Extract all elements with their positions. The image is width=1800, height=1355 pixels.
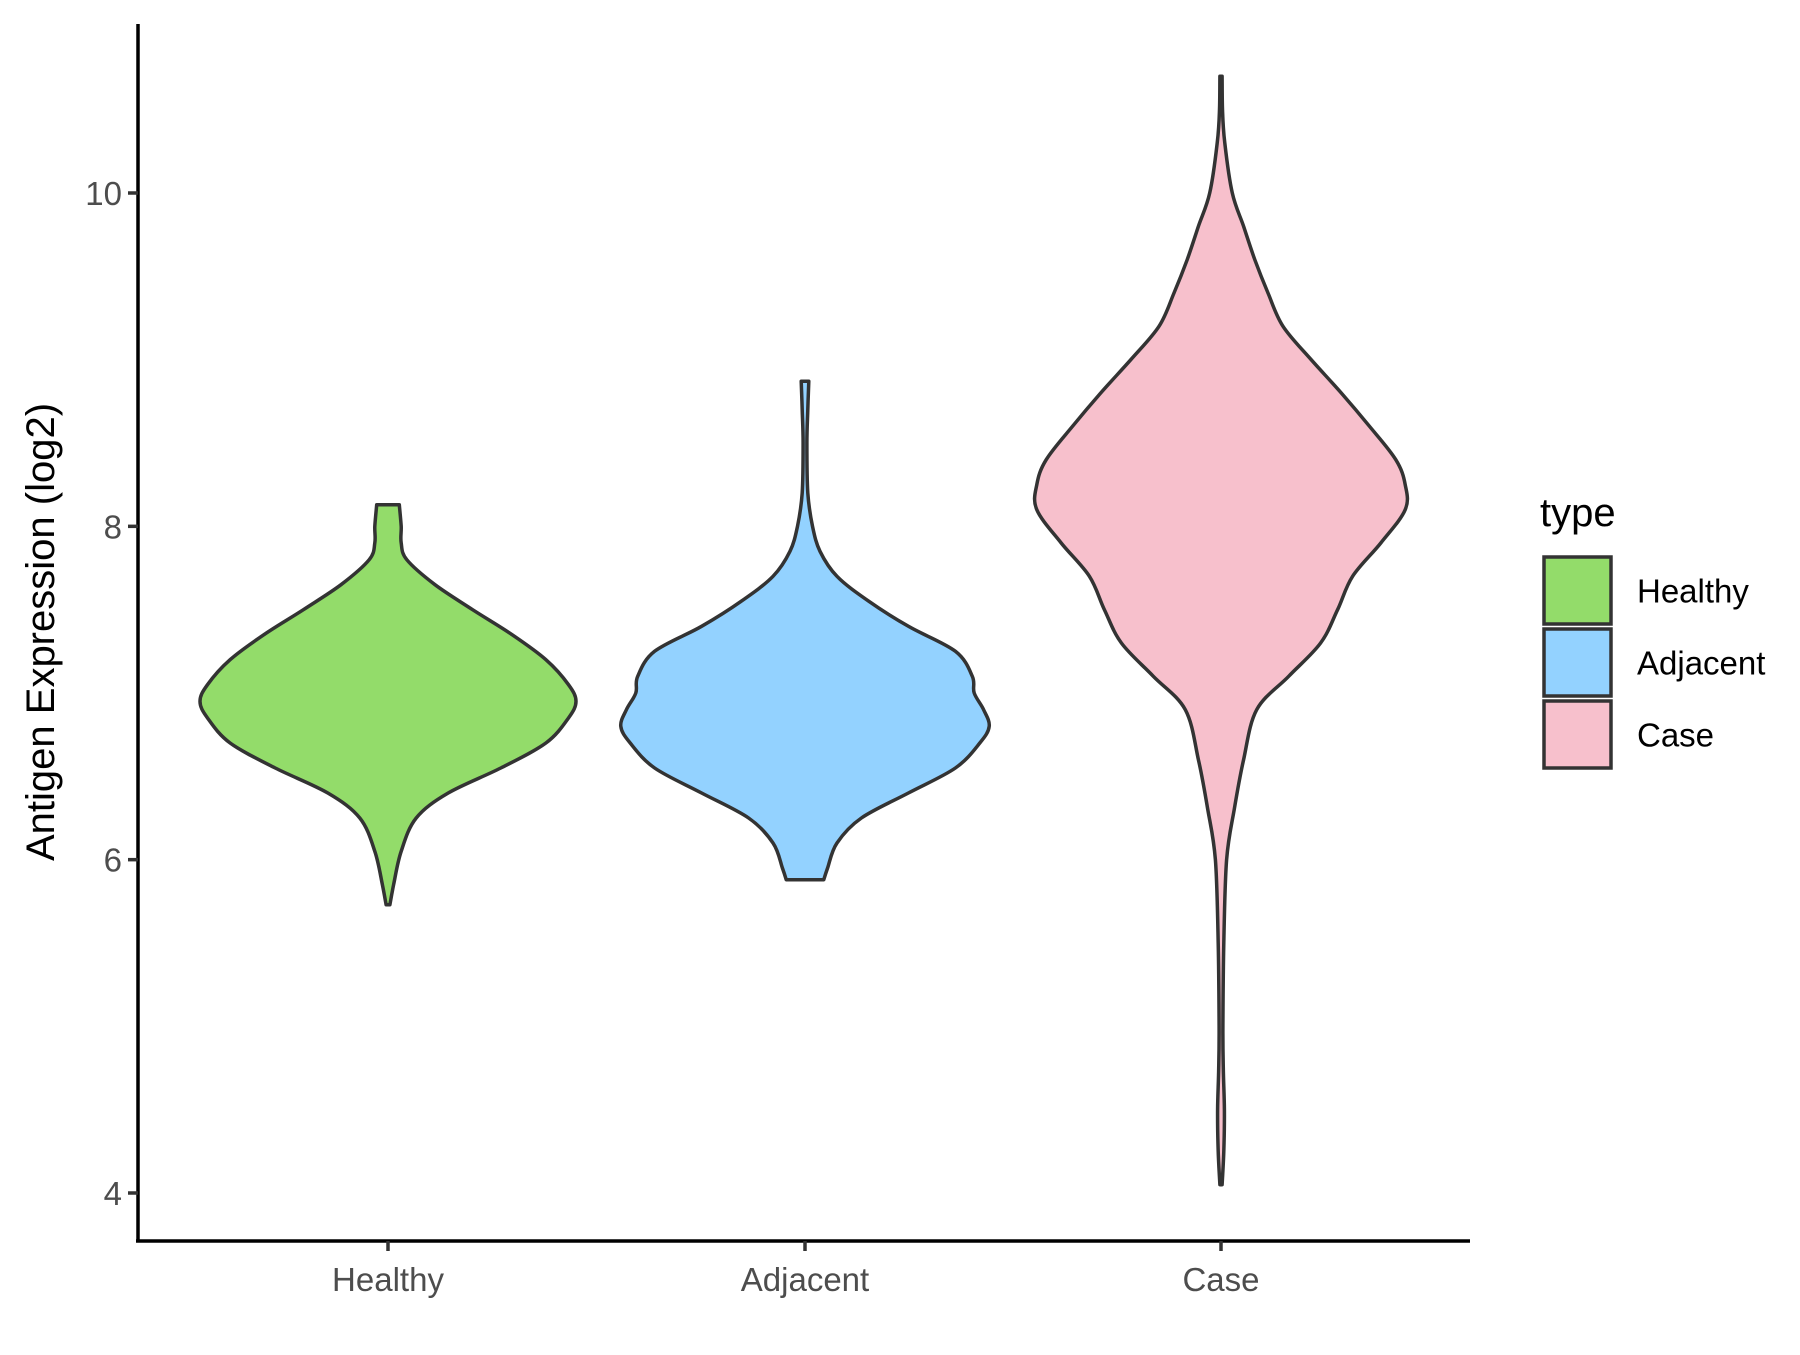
legend-key-case (1542, 699, 1613, 770)
legend-label-healthy: Healthy (1637, 573, 1749, 610)
axes-layer: 4 6 8 10 Healthy Adjacent Case Antigen Expres… (19, 24, 1470, 1298)
legend-label-adjacent: Adjacent (1637, 645, 1765, 682)
legend-key-adjacent (1542, 627, 1613, 698)
legend-items: Healthy Adjacent Case (1542, 555, 1765, 770)
violin-adjacent (618, 379, 992, 882)
x-ticks: Healthy Adjacent Case (332, 1241, 1260, 1298)
violin-case (1032, 74, 1410, 1187)
x-tick-label: Adjacent (741, 1261, 869, 1298)
y-tick-label: 10 (85, 175, 122, 212)
legend-title: type (1540, 491, 1616, 535)
y-tick-label: 4 (104, 1175, 122, 1212)
y-tick-label: 8 (104, 508, 122, 545)
y-axis-title: Antigen Expression (log2) (19, 403, 63, 861)
x-tick-label: Healthy (332, 1261, 444, 1298)
legend: type Healthy Adjacent Case (1540, 491, 1765, 770)
legend-key-healthy (1542, 555, 1613, 626)
legend-label-case: Case (1637, 717, 1714, 754)
violins-layer (198, 74, 1410, 1187)
y-ticks: 4 6 8 10 (85, 175, 138, 1212)
violin-healthy (198, 502, 578, 907)
y-tick-label: 6 (104, 842, 122, 879)
x-tick-label: Case (1182, 1261, 1259, 1298)
